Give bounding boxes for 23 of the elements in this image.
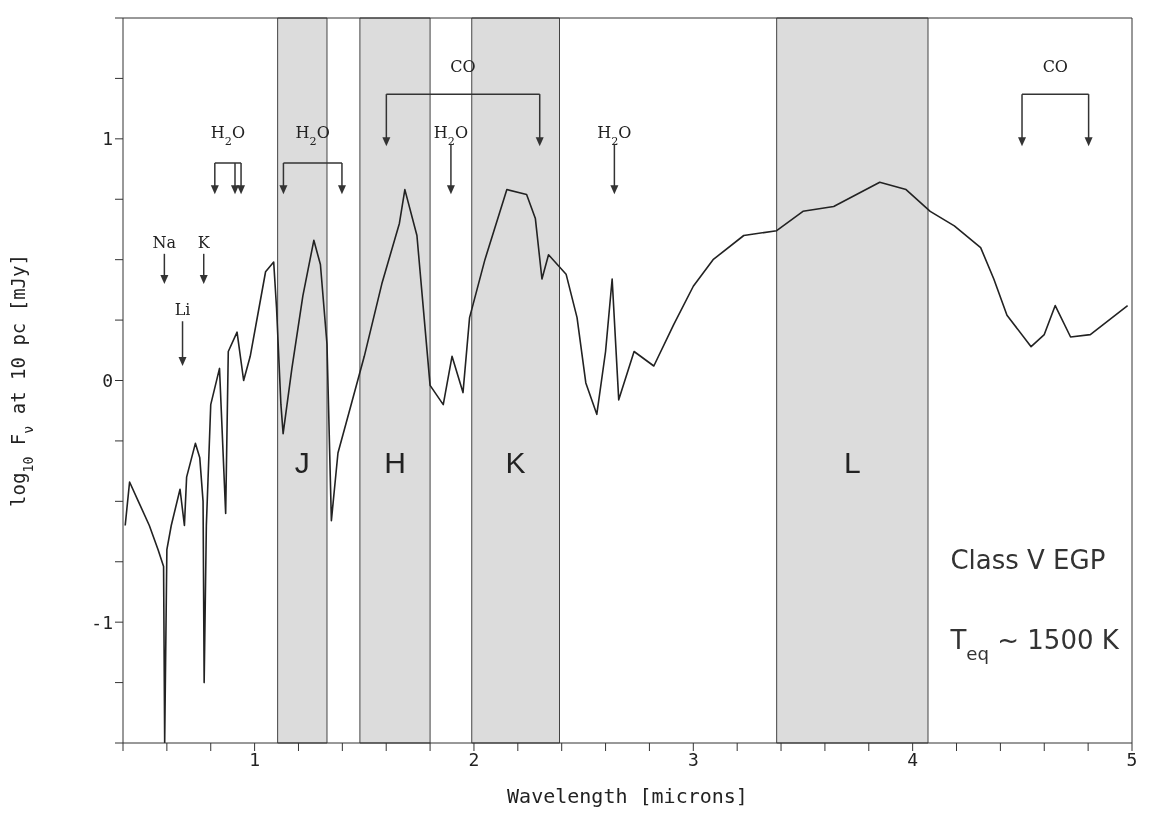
y-tick-label: -1 bbox=[91, 611, 113, 633]
x-tick-label: 3 bbox=[687, 748, 699, 770]
annotation: Class V EGP bbox=[950, 545, 1106, 575]
x-tick-label: 4 bbox=[907, 748, 919, 770]
annotation: T$_{eq}$ ~ 1500 K bbox=[949, 624, 1120, 664]
annotation: H$_{2}$O bbox=[433, 122, 469, 148]
band-label: K bbox=[505, 446, 526, 479]
annotation: H$_{2}$O bbox=[295, 122, 330, 148]
annotation: Na bbox=[152, 232, 177, 252]
y-tick-label: 1 bbox=[102, 128, 113, 150]
x-tick-label: 1 bbox=[249, 748, 261, 770]
band-label: L bbox=[843, 446, 861, 479]
annotation: H$_{2}$O bbox=[210, 122, 246, 148]
x-tick-label: 2 bbox=[468, 748, 480, 770]
x-tick-label: 5 bbox=[1126, 748, 1138, 770]
line-series bbox=[124, 181, 1129, 743]
annotation: CO bbox=[1042, 57, 1068, 77]
annotation: Li bbox=[174, 300, 191, 320]
x-axis-title: Wavelength [microns] bbox=[507, 784, 748, 808]
annotation: K bbox=[197, 232, 211, 252]
y-tick-label: 0 bbox=[102, 369, 113, 391]
band-label: J bbox=[294, 446, 310, 479]
band-label: H bbox=[384, 446, 406, 479]
